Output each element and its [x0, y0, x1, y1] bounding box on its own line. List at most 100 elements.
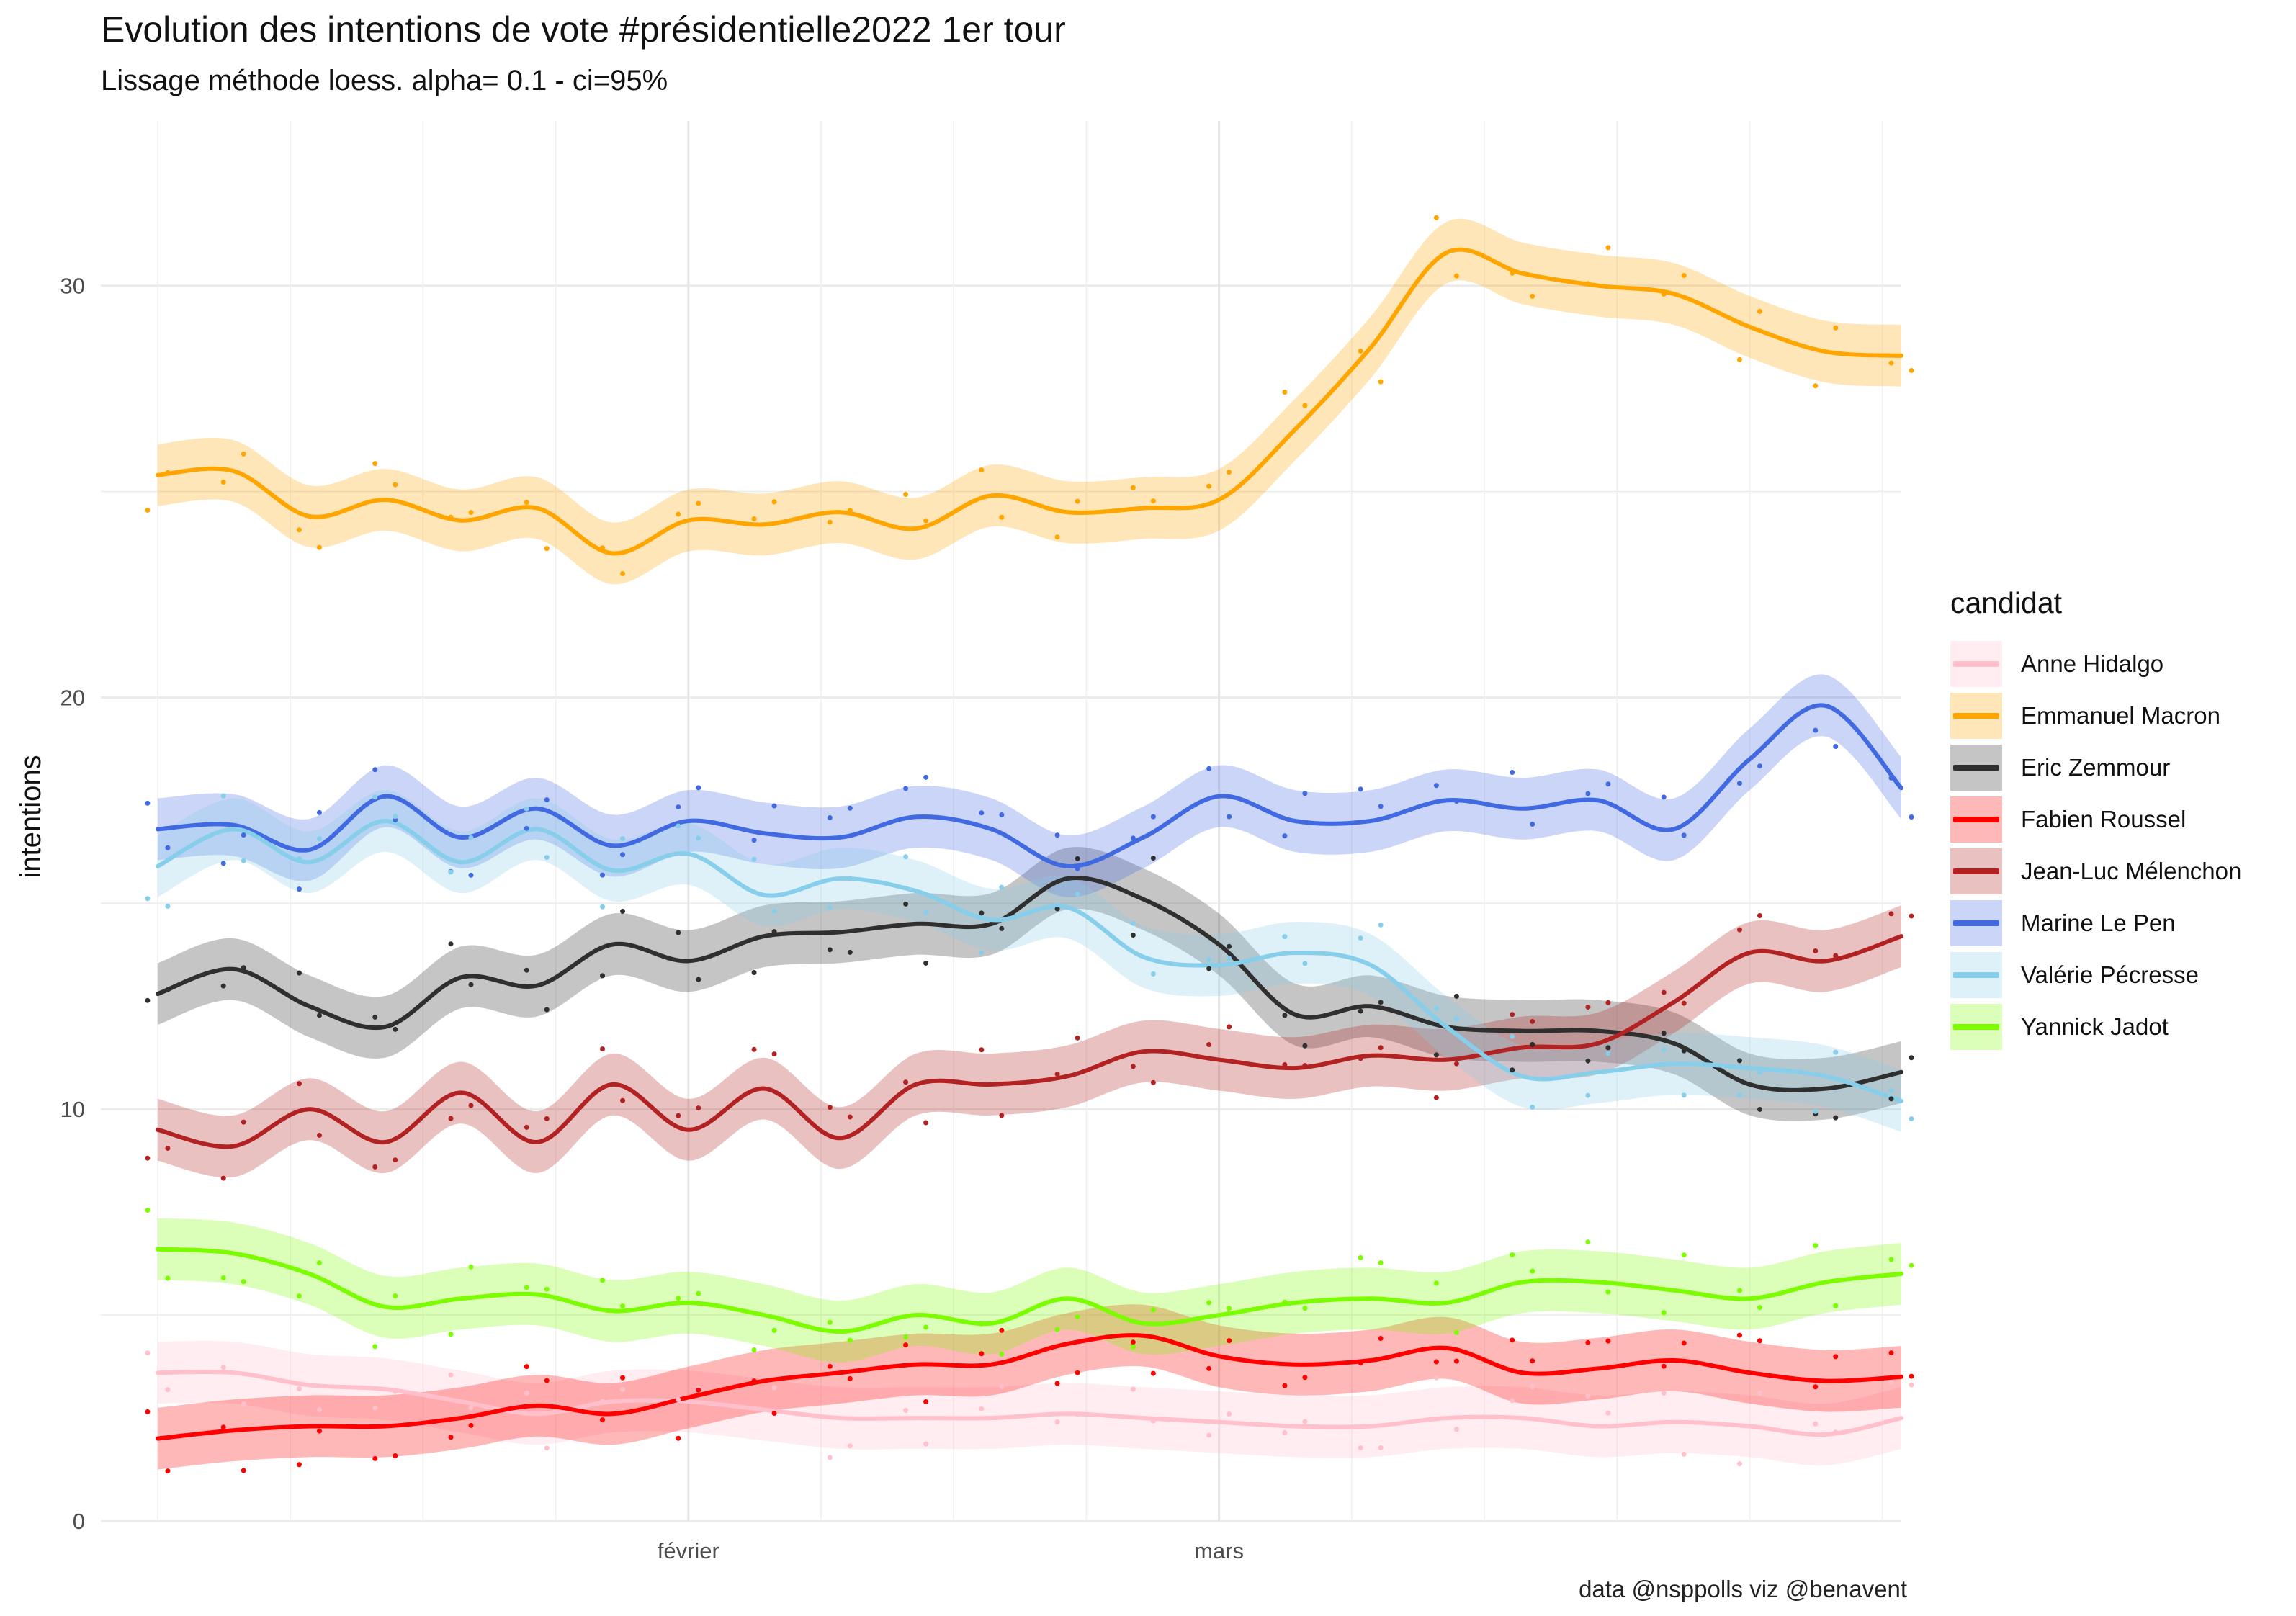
data-point-marine-le-pen — [1433, 783, 1439, 789]
chart-title: Evolution des intentions de vote #présid… — [101, 9, 1066, 50]
data-point-anne-hidalgo — [241, 1401, 246, 1407]
series-line-eric-zemmour — [155, 876, 1903, 1092]
data-point-valerie-pecresse — [220, 793, 226, 799]
legend-key-jean-luc-melenchon — [1950, 848, 2002, 894]
data-point-fabien-roussel — [676, 1435, 681, 1441]
data-point-emmanuel-macron — [1130, 485, 1136, 490]
data-point-eric-zemmour — [1888, 1096, 1894, 1102]
data-point-valerie-pecresse — [979, 950, 985, 956]
chart-caption: data @nsppolls viz @benavent — [1579, 1576, 1907, 1602]
data-point-marine-le-pen — [620, 852, 626, 858]
data-point-anne-hidalgo — [1453, 1427, 1459, 1432]
data-point-fabien-roussel — [468, 1422, 474, 1428]
data-point-valerie-pecresse — [1605, 1051, 1611, 1056]
series-line-emmanuel-macron — [155, 247, 1903, 556]
data-point-anne-hidalgo — [1150, 1418, 1156, 1424]
data-point-valerie-pecresse — [676, 823, 681, 829]
data-point-anne-hidalgo — [751, 1405, 757, 1411]
data-point-yannick-jadot — [1130, 1344, 1136, 1350]
data-point-eric-zemmour — [827, 947, 833, 953]
data-point-emmanuel-macron — [1530, 293, 1535, 299]
data-point-marine-le-pen — [999, 812, 1005, 817]
data-point-eric-zemmour — [1605, 1045, 1611, 1051]
data-point-yannick-jadot — [145, 1208, 151, 1213]
data-point-eric-zemmour — [923, 960, 929, 966]
data-point-yannick-jadot — [1530, 1268, 1535, 1274]
data-point-eric-zemmour — [1909, 1055, 1914, 1061]
data-point-fabien-roussel — [1130, 1339, 1136, 1345]
data-point-emmanuel-macron — [1510, 270, 1515, 276]
data-point-marine-le-pen — [923, 774, 929, 780]
data-point-valerie-pecresse — [1681, 1092, 1687, 1098]
data-point-eric-zemmour — [1661, 1031, 1667, 1036]
data-point-marine-le-pen — [979, 810, 985, 816]
data-point-marine-le-pen — [1888, 775, 1894, 781]
data-point-marine-le-pen — [751, 838, 757, 843]
data-point-anne-hidalgo — [1433, 1375, 1439, 1381]
data-point-marine-le-pen — [847, 805, 853, 811]
data-point-yannick-jadot — [600, 1278, 606, 1283]
data-point-fabien-roussel — [372, 1455, 378, 1461]
data-point-jean-luc-melenchon — [316, 1133, 322, 1139]
data-point-anne-hidalgo — [1302, 1419, 1308, 1424]
data-point-jean-luc-melenchon — [1681, 1000, 1687, 1006]
data-point-fabien-roussel — [600, 1417, 606, 1423]
data-point-anne-hidalgo — [676, 1397, 681, 1403]
data-point-eric-zemmour — [1453, 993, 1459, 999]
data-point-eric-zemmour — [1054, 906, 1060, 912]
data-point-valerie-pecresse — [600, 904, 606, 910]
data-point-fabien-roussel — [524, 1364, 529, 1370]
legend-key-marine-le-pen — [1950, 900, 2002, 946]
data-point-marine-le-pen — [1661, 794, 1667, 800]
data-point-marine-le-pen — [696, 785, 701, 791]
data-point-yannick-jadot — [1227, 1306, 1232, 1311]
data-point-fabien-roussel — [448, 1435, 454, 1440]
data-point-marine-le-pen — [1510, 769, 1515, 775]
data-point-emmanuel-macron — [145, 507, 151, 513]
data-point-emmanuel-macron — [1888, 360, 1894, 366]
data-point-anne-hidalgo — [1909, 1382, 1914, 1388]
data-point-fabien-roussel — [1150, 1370, 1156, 1376]
data-point-valerie-pecresse — [372, 794, 378, 800]
data-point-yannick-jadot — [1833, 1303, 1839, 1308]
data-point-eric-zemmour — [1282, 1013, 1288, 1018]
data-point-fabien-roussel — [999, 1327, 1005, 1333]
data-point-marine-le-pen — [1736, 781, 1742, 786]
data-point-emmanuel-macron — [468, 510, 474, 516]
data-point-eric-zemmour — [979, 910, 985, 916]
data-point-emmanuel-macron — [903, 491, 909, 497]
data-point-eric-zemmour — [241, 965, 246, 971]
data-point-emmanuel-macron — [1282, 390, 1288, 395]
data-point-jean-luc-melenchon — [1433, 1095, 1439, 1100]
data-point-emmanuel-macron — [544, 546, 550, 552]
data-point-anne-hidalgo — [296, 1386, 302, 1391]
legend-item-eric-zemmour: Eric Zemmour — [1950, 742, 2241, 794]
data-point-emmanuel-macron — [999, 514, 1005, 520]
data-point-valerie-pecresse — [827, 904, 833, 910]
data-point-eric-zemmour — [1358, 1008, 1363, 1014]
data-point-fabien-roussel — [620, 1375, 626, 1381]
y-tick-label: 30 — [60, 274, 85, 299]
data-point-eric-zemmour — [696, 977, 701, 982]
legend-title: candidat — [1950, 586, 2063, 619]
data-point-marine-le-pen — [1757, 763, 1762, 769]
data-point-emmanuel-macron — [676, 511, 681, 517]
data-point-emmanuel-macron — [827, 519, 833, 525]
data-point-eric-zemmour — [1736, 1058, 1742, 1064]
data-point-valerie-pecresse — [468, 835, 474, 840]
data-point-jean-luc-melenchon — [696, 1105, 701, 1111]
data-point-anne-hidalgo — [1282, 1429, 1288, 1435]
data-point-yannick-jadot — [220, 1275, 226, 1280]
data-point-jean-luc-melenchon — [1888, 911, 1894, 917]
data-point-jean-luc-melenchon — [923, 1120, 929, 1126]
data-point-fabien-roussel — [1302, 1375, 1308, 1381]
data-point-marine-le-pen — [1605, 781, 1611, 787]
legend-key-valerie-pecresse — [1950, 952, 2002, 998]
legend-item-yannick-jadot: Yannick Jadot — [1950, 1001, 2241, 1053]
data-point-anne-hidalgo — [979, 1406, 985, 1411]
data-point-anne-hidalgo — [827, 1455, 833, 1460]
data-point-marine-le-pen — [372, 767, 378, 773]
data-point-fabien-roussel — [696, 1387, 701, 1393]
legend-item-marine-le-pen: Marine Le Pen — [1950, 897, 2241, 949]
